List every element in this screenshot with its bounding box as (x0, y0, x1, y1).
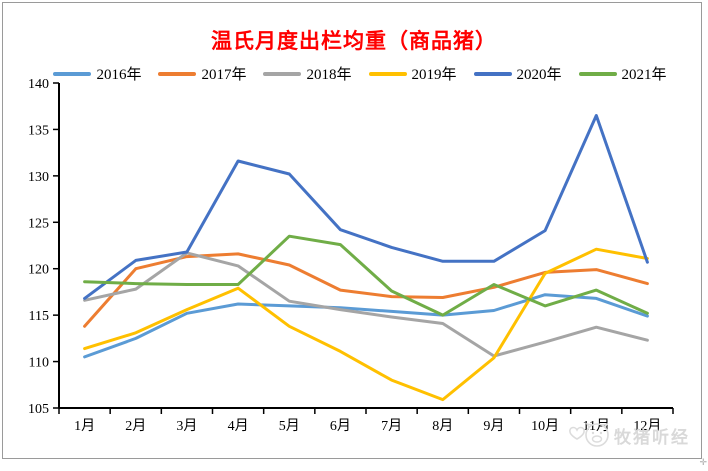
x-tick-label: 5月 (279, 418, 300, 434)
legend-line-swatch-2018 (263, 71, 302, 76)
legend-item-2017: 2017年 (158, 63, 246, 84)
y-tick-label: 140 (28, 77, 49, 92)
series-line-2016年 (83, 293, 649, 359)
legend-label-2017: 2017年 (201, 67, 247, 83)
legend-line-swatch-2017 (158, 71, 197, 76)
x-tick-label: 4月 (228, 418, 249, 434)
y-tick-label: 120 (28, 263, 49, 278)
legend-item-2021: 2021年 (578, 63, 667, 84)
series-line-2021年 (83, 234, 649, 317)
x-tick-label: 9月 (483, 418, 504, 434)
legend-line-swatch-2019 (368, 71, 407, 76)
legend-label-2019: 2019年 (411, 67, 457, 83)
legend-item-2020: 2020年 (473, 63, 562, 84)
series-line-2020年 (83, 114, 649, 300)
x-tick-label: 7月 (381, 418, 402, 434)
legend-label-2020: 2020年 (516, 67, 562, 83)
watermark-text: 牧猪听经 (614, 427, 690, 447)
series-line-2019年 (83, 247, 649, 402)
legend-label-2021: 2021年 (621, 67, 667, 83)
y-tick-label: 110 (29, 356, 49, 371)
x-tick-label: 6月 (330, 418, 351, 434)
legend-item-2019: 2019年 (368, 63, 457, 84)
y-tick-label: 135 (28, 123, 49, 138)
y-tick-label: 105 (28, 402, 49, 417)
x-tick-label: 11月 (583, 418, 610, 434)
series-line-2018年 (83, 251, 649, 358)
watermark: 牧猪听经 (567, 422, 690, 448)
x-tick-label: 12月 (633, 418, 661, 434)
x-tick-label: 1月 (74, 418, 95, 434)
legend: 2016年 2017年 2018年 2019年 2020年 2021年 (36, 63, 684, 84)
resize-cursor-icon: ✛ (699, 458, 707, 468)
x-tick-label: 8月 (432, 418, 453, 434)
legend-item-2016: 2016年 (53, 63, 141, 84)
y-tick-label: 115 (29, 309, 49, 324)
y-tick-label: 130 (28, 170, 49, 185)
legend-line-swatch-2016 (53, 71, 92, 76)
pig-logo-icon (569, 422, 609, 447)
x-tick-label: 2月 (125, 418, 146, 434)
legend-label-2016: 2016年 (96, 67, 142, 83)
legend-label-2018: 2018年 (306, 67, 352, 83)
chart-title: 温氏月度出栏均重（商品猪） (211, 30, 497, 53)
y-tick-label: 125 (28, 216, 49, 231)
legend-line-swatch-2020 (473, 71, 512, 76)
x-tick-label: 3月 (176, 418, 197, 434)
x-tick-label: 10月 (531, 418, 559, 434)
legend-item-2018: 2018年 (263, 63, 352, 84)
legend-line-swatch-2021 (578, 71, 617, 76)
